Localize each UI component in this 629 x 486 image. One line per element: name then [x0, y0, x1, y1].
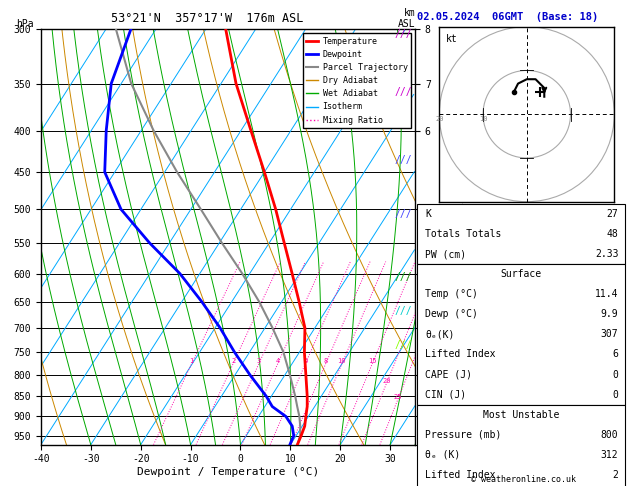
- Text: Lifted Index: Lifted Index: [425, 349, 496, 360]
- Text: 2: 2: [613, 470, 618, 480]
- Text: © weatheronline.co.uk: © weatheronline.co.uk: [472, 474, 576, 484]
- Text: 20: 20: [435, 116, 443, 122]
- Text: 1: 1: [189, 358, 194, 364]
- Text: 27: 27: [606, 209, 618, 219]
- Text: CIN (J): CIN (J): [425, 390, 467, 399]
- Text: ///: ///: [395, 306, 413, 316]
- Text: CAPE (J): CAPE (J): [425, 369, 472, 380]
- Text: hPa: hPa: [16, 19, 34, 29]
- Legend: Temperature, Dewpoint, Parcel Trajectory, Dry Adiabat, Wet Adiabat, Isotherm, Mi: Temperature, Dewpoint, Parcel Trajectory…: [303, 34, 411, 128]
- Text: Dewp (°C): Dewp (°C): [425, 310, 478, 319]
- Bar: [417, 204, 625, 264]
- Text: 15: 15: [368, 358, 377, 364]
- Text: Surface: Surface: [500, 269, 542, 279]
- Text: PW (cm): PW (cm): [425, 249, 467, 259]
- Text: 48: 48: [606, 229, 618, 239]
- Text: 6: 6: [613, 349, 618, 360]
- Text: 800: 800: [601, 430, 618, 440]
- Text: 53°21'N  357°17'W  176m ASL: 53°21'N 357°17'W 176m ASL: [111, 12, 304, 25]
- Text: 6: 6: [303, 358, 308, 364]
- X-axis label: Dewpoint / Temperature (°C): Dewpoint / Temperature (°C): [137, 467, 319, 477]
- Text: K: K: [425, 209, 431, 219]
- Text: 307: 307: [601, 330, 618, 339]
- Text: km
ASL: km ASL: [398, 8, 415, 29]
- Text: kt: kt: [447, 34, 458, 44]
- Text: LCL: LCL: [419, 436, 434, 446]
- Text: 4: 4: [276, 358, 280, 364]
- Text: 11.4: 11.4: [595, 289, 618, 299]
- Text: Lifted Index: Lifted Index: [425, 470, 496, 480]
- Text: ///: ///: [395, 29, 413, 39]
- Text: Totals Totals: Totals Totals: [425, 229, 502, 239]
- Text: 02.05.2024  06GMT  (Base: 18): 02.05.2024 06GMT (Base: 18): [417, 12, 598, 22]
- Text: Temp (°C): Temp (°C): [425, 289, 478, 299]
- Text: Pressure (mb): Pressure (mb): [425, 430, 502, 440]
- Text: 312: 312: [601, 450, 618, 460]
- Text: 10: 10: [479, 116, 487, 122]
- Text: ///: ///: [395, 209, 413, 219]
- Text: 25: 25: [393, 395, 402, 400]
- Text: 8: 8: [323, 358, 328, 364]
- Bar: [417, 404, 625, 486]
- Text: 2: 2: [231, 358, 235, 364]
- Text: Mixing Ratio (g/kg): Mixing Ratio (g/kg): [463, 186, 472, 288]
- Text: 9.9: 9.9: [601, 310, 618, 319]
- Bar: [417, 264, 625, 404]
- Text: ///: ///: [395, 87, 413, 97]
- Text: 3: 3: [257, 358, 261, 364]
- Text: 0: 0: [613, 390, 618, 399]
- Text: ///: ///: [395, 272, 413, 282]
- Text: θₑ (K): θₑ (K): [425, 450, 460, 460]
- Text: 20: 20: [382, 378, 391, 383]
- Text: ///: ///: [395, 156, 413, 165]
- Text: 2.33: 2.33: [595, 249, 618, 259]
- Text: ///: ///: [395, 340, 413, 350]
- Text: 0: 0: [613, 369, 618, 380]
- Text: θₑ(K): θₑ(K): [425, 330, 455, 339]
- Text: Most Unstable: Most Unstable: [482, 410, 559, 419]
- Text: 10: 10: [338, 358, 346, 364]
